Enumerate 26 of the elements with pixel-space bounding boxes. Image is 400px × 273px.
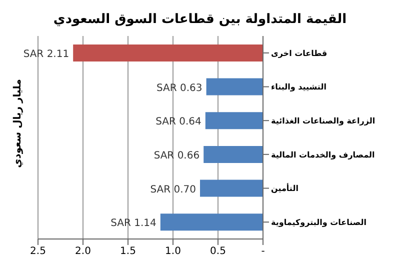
- x-tick-label: 1.0: [165, 246, 181, 258]
- bar: [206, 78, 263, 96]
- bar: [200, 180, 263, 197]
- bar: [160, 214, 263, 231]
- x-tick-label: 1.5: [120, 246, 136, 258]
- data-label: SAR 0.64: [156, 116, 202, 128]
- bar: [205, 112, 263, 130]
- chart-title: القيمة المتداولة بين قطاعات السوق السعودي: [52, 11, 348, 29]
- y-tick-label: قطاعات اخرى: [271, 48, 328, 58]
- x-tick-label: -: [261, 246, 266, 258]
- y-tick-label: التشييد والبناء: [271, 82, 327, 92]
- y-tick-label: الصناعات والبتروكيماوية: [271, 218, 367, 227]
- data-label: SAR 0.63: [156, 82, 202, 94]
- x-tick-label: 0.5: [210, 246, 226, 258]
- data-label: SAR 0.70: [150, 184, 196, 196]
- y-tick-label: الزراعة والصناعات الغذائية: [271, 116, 376, 126]
- data-label: SAR 1.14: [110, 218, 156, 230]
- y-axis-title: مليار ريال سعودي: [12, 78, 24, 170]
- bar: [204, 146, 263, 163]
- data-label: SAR 2.11: [23, 48, 70, 60]
- y-tick-label: التأمين: [271, 183, 299, 194]
- y-tick-label: المصارف والخدمات المالية: [271, 150, 376, 160]
- data-label: SAR 0.66: [154, 150, 200, 162]
- x-tick-label: 2.0: [75, 246, 91, 258]
- x-tick-label: 2.5: [30, 246, 46, 258]
- bar: [73, 44, 263, 62]
